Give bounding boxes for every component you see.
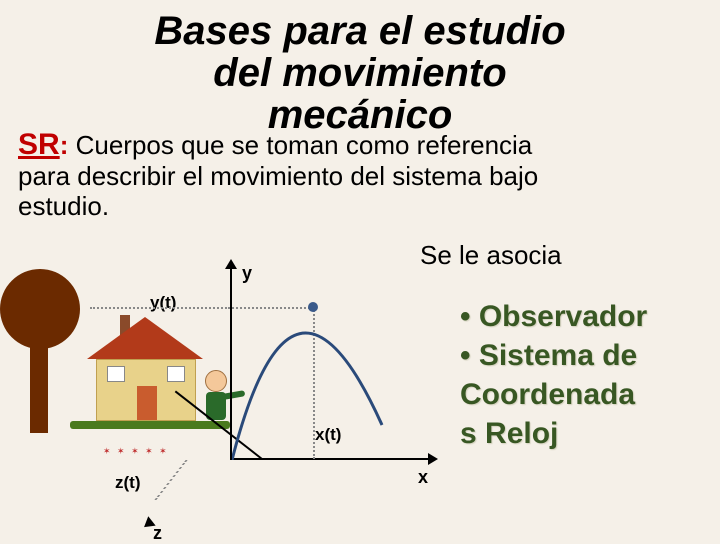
bullet-sistema-2: Coordenada — [460, 378, 647, 411]
bullet-list: • Observador • Sistema de Coordenada s R… — [460, 300, 647, 456]
sr-definition-line3: estudio. — [0, 192, 720, 222]
tree-icon — [0, 269, 80, 349]
house-icon: ✶ ✶ ✶ ✶ ✶ — [90, 325, 200, 435]
guide-yt — [90, 307, 230, 309]
title-line-2: del movimiento — [0, 52, 720, 94]
z-label: z — [153, 523, 162, 544]
x-label: x — [418, 467, 428, 488]
slide-title: Bases para el estudio del movimiento mec… — [0, 0, 720, 136]
yt-label: y(t) — [150, 293, 176, 313]
sr-label: SR — [18, 128, 60, 161]
sr-text: Cuerpos que se toman como referencia — [68, 130, 532, 160]
projectile-ball — [308, 302, 318, 312]
bullet-sistema-1: • Sistema de — [460, 339, 647, 372]
se-le-asocia: Se le asocia — [420, 240, 562, 271]
sr-definition-line2: para describir el movimiento del sistema… — [0, 162, 720, 192]
coordinate-diagram: ✶ ✶ ✶ ✶ ✶ y x z y(t) x(t) z(t) — [30, 275, 450, 535]
y-label: y — [242, 263, 252, 284]
bullet-observador: • Observador — [460, 300, 647, 333]
sr-definition-line1: SR: Cuerpos que se toman como referencia — [0, 128, 720, 162]
zt-label: z(t) — [115, 473, 140, 493]
tree-trunk — [30, 343, 48, 433]
observer-icon — [205, 370, 227, 420]
title-line-1: Bases para el estudio — [0, 10, 720, 52]
y-axis-arrow — [225, 259, 237, 269]
trajectory-parabola — [232, 285, 402, 460]
x-axis-arrow — [428, 453, 438, 465]
guide-zt — [154, 460, 187, 500]
bullet-reloj: s Reloj — [460, 417, 647, 450]
